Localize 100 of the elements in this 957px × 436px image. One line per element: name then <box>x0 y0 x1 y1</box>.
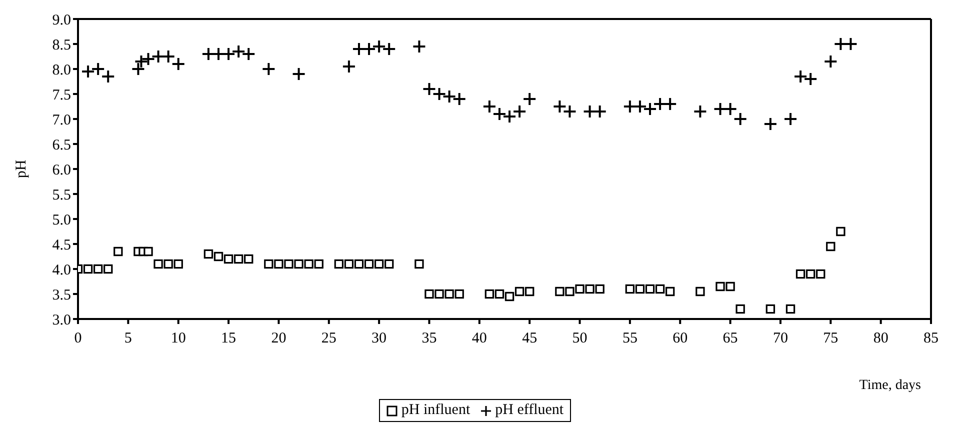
x-tick-label: 35 <box>422 330 437 347</box>
point <box>494 289 504 299</box>
point <box>104 264 113 274</box>
x-tick-label: 10 <box>170 330 186 347</box>
x-tick-label: 5 <box>124 330 132 347</box>
point <box>364 259 374 269</box>
point <box>763 117 778 131</box>
y-tick-label: 5.5 <box>52 187 71 204</box>
point <box>492 107 506 121</box>
point <box>434 289 444 299</box>
point <box>502 110 517 124</box>
point <box>83 264 93 274</box>
point <box>512 104 527 118</box>
point <box>794 70 808 84</box>
point <box>264 259 274 269</box>
point <box>696 286 705 296</box>
y-tick-label: 6.0 <box>52 162 71 178</box>
point <box>806 269 816 279</box>
point <box>382 42 396 56</box>
point <box>144 246 153 256</box>
point <box>154 259 163 269</box>
y-tick-label: 7.5 <box>52 87 71 104</box>
point <box>514 286 524 296</box>
point <box>444 289 454 299</box>
point <box>665 286 675 296</box>
point <box>432 87 446 101</box>
point <box>214 252 224 262</box>
point <box>242 47 256 61</box>
legend-label: pH influent <box>400 402 470 419</box>
point <box>585 284 594 294</box>
x-tick-label: 0 <box>74 330 82 347</box>
y-tick-label: 8.5 <box>52 37 71 54</box>
x-tick-label: 50 <box>572 330 588 347</box>
point <box>174 259 183 269</box>
point <box>645 284 655 294</box>
point <box>796 269 806 279</box>
point <box>452 92 466 106</box>
y-tick-label: 3.0 <box>52 312 71 328</box>
point <box>244 254 254 264</box>
y-tick-label: 3.5 <box>52 287 71 304</box>
point <box>552 100 567 114</box>
point <box>412 40 426 54</box>
point <box>524 286 534 296</box>
y-tick-label: 4.5 <box>52 237 71 254</box>
point <box>344 259 354 269</box>
x-tick-label: 40 <box>472 330 487 347</box>
point <box>454 289 464 299</box>
point <box>595 284 604 294</box>
point <box>643 102 658 116</box>
x-tick-label: 70 <box>772 330 788 347</box>
point <box>442 90 456 104</box>
legend-label: pH effluent <box>494 402 564 419</box>
point <box>234 254 244 264</box>
point <box>232 44 246 58</box>
point <box>342 60 356 74</box>
point <box>314 259 324 269</box>
point <box>635 284 645 294</box>
point <box>354 259 364 269</box>
point <box>374 259 384 269</box>
point <box>164 259 173 269</box>
point <box>204 249 214 259</box>
x-tick-label: 30 <box>372 330 387 347</box>
x-tick-label: 15 <box>221 330 236 347</box>
point <box>482 100 496 114</box>
x-tick-label: 25 <box>321 330 336 347</box>
point <box>414 259 424 269</box>
point <box>562 104 577 118</box>
point <box>114 246 123 256</box>
point <box>784 112 798 126</box>
y-tick-label: 8.0 <box>52 62 71 78</box>
point <box>766 304 776 314</box>
point <box>836 226 846 236</box>
point <box>131 62 146 76</box>
point <box>693 104 708 118</box>
point <box>422 82 436 96</box>
point <box>171 57 186 71</box>
point <box>804 72 818 86</box>
point <box>81 64 96 78</box>
point <box>816 269 826 279</box>
point <box>655 284 665 294</box>
point <box>372 40 386 54</box>
point <box>262 62 276 76</box>
point <box>284 259 294 269</box>
point <box>504 292 514 302</box>
x-tick-label: 60 <box>672 330 688 347</box>
x-tick-label: 80 <box>873 330 888 347</box>
point <box>274 259 284 269</box>
point <box>522 92 537 106</box>
point <box>424 289 434 299</box>
point <box>484 289 494 299</box>
y-tick-label: 9.0 <box>52 12 71 28</box>
point <box>304 259 314 269</box>
point <box>91 62 106 76</box>
point <box>334 259 344 269</box>
point <box>736 304 745 314</box>
x-axis-title: Time, days <box>859 378 921 393</box>
point <box>555 286 564 296</box>
x-tick-label: 85 <box>924 330 938 347</box>
point <box>733 112 748 126</box>
point <box>826 242 836 252</box>
